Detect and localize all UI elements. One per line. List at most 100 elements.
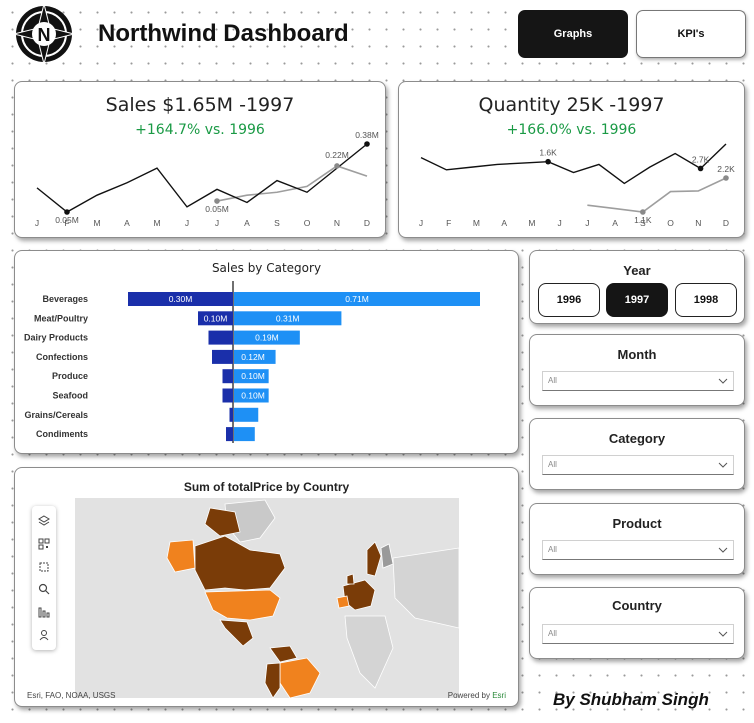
data-point-marker — [640, 209, 646, 215]
category-label: Dairy Products — [24, 333, 88, 343]
spain-region — [337, 596, 349, 608]
right-bar-label: 0.31M — [276, 313, 300, 323]
chevron-down-icon — [717, 544, 729, 556]
data-point-label: 1.1K — [634, 215, 652, 225]
map-title: Sum of totalPrice by Country — [15, 480, 518, 494]
month-tick-label: A — [124, 218, 130, 228]
category-label: Grains/Cereals — [24, 410, 88, 420]
data-point-label: 2.2K — [717, 164, 735, 174]
month-tick-label: J — [558, 218, 562, 228]
powered-prefix: Powered by — [448, 691, 490, 700]
month-tick-label: D — [723, 218, 729, 228]
month-tick-label: J — [185, 218, 189, 228]
category-slicer-title: Category — [530, 431, 744, 446]
month-slicer: Month All — [529, 334, 745, 406]
data-point-label: 0.38M — [355, 130, 379, 140]
month-tick-label: O — [304, 218, 311, 228]
month-tick-label: M — [93, 218, 100, 228]
month-tick-label: J — [35, 218, 39, 228]
category-dropdown[interactable]: All — [542, 455, 734, 475]
current-year-line — [37, 144, 367, 212]
month-tick-label: A — [612, 218, 618, 228]
right-bar — [234, 427, 255, 441]
author-credit: By Shubham Singh — [553, 690, 709, 710]
svg-text:N: N — [38, 25, 51, 45]
previous-year-line — [587, 178, 726, 212]
left-bar — [223, 369, 234, 383]
category-bar-chart: Beverages 0.30M 0.71M Meat/Poultry 0.10M 0.31… — [15, 251, 520, 455]
person-icon[interactable] — [36, 627, 52, 643]
year-1998-button[interactable]: 1998 — [675, 283, 737, 317]
qr-icon[interactable] — [36, 536, 52, 552]
right-bar — [234, 408, 258, 422]
year-slicer-title: Year — [530, 263, 744, 278]
data-point-marker — [698, 166, 704, 172]
month-dropdown[interactable]: All — [542, 371, 734, 391]
data-point-marker — [364, 141, 370, 147]
category-label: Confections — [36, 352, 88, 362]
world-map[interactable] — [75, 498, 459, 698]
left-bar — [226, 427, 233, 441]
right-bar-label: 0.10M — [241, 371, 265, 381]
product-dropdown-value: All — [548, 545, 557, 554]
data-point-label: 0.22M — [325, 150, 349, 160]
map-powered-by[interactable]: Powered by Esri — [448, 691, 506, 700]
year-1996-button[interactable]: 1996 — [538, 283, 600, 317]
dashboard-title: Northwind Dashboard — [98, 20, 349, 48]
map-credit: Esri, FAO, NOAA, USGS — [27, 691, 115, 700]
category-label: Meat/Poultry — [34, 313, 88, 323]
country-slicer: Country All — [529, 587, 745, 659]
esri-link[interactable]: Esri — [492, 691, 506, 700]
bars-icon[interactable] — [36, 604, 52, 620]
country-dropdown[interactable]: All — [542, 624, 734, 644]
month-tick-label: M — [473, 218, 480, 228]
sales-by-category-card: Sales by Category Beverages 0.30M 0.71M Mea… — [14, 250, 519, 454]
country-dropdown-value: All — [548, 629, 557, 638]
month-tick-label: D — [364, 218, 370, 228]
left-bar-label: 0.30M — [169, 294, 193, 304]
month-tick-label: A — [501, 218, 507, 228]
data-point-label: 2.7K — [692, 154, 710, 164]
data-point-marker — [214, 198, 220, 204]
product-dropdown[interactable]: All — [542, 540, 734, 560]
country-slicer-title: Country — [530, 598, 744, 613]
month-tick-label: J — [585, 218, 589, 228]
country-map-card: Sum of totalPrice by Country — [14, 467, 519, 707]
right-bar-label: 0.19M — [255, 333, 279, 343]
category-dropdown-value: All — [548, 460, 557, 469]
data-point-label: 1.6K — [539, 148, 557, 158]
left-bar — [209, 331, 234, 345]
month-dropdown-value: All — [548, 376, 557, 385]
month-tick-label: O — [667, 218, 674, 228]
left-bar — [212, 350, 233, 364]
month-slicer-title: Month — [530, 347, 744, 362]
product-slicer: Product All — [529, 503, 745, 575]
month-tick-label: N — [334, 218, 340, 228]
search-icon[interactable] — [36, 581, 52, 597]
kpis-button[interactable]: KPI's — [636, 10, 746, 58]
chevron-down-icon — [717, 459, 729, 471]
sales-kpi-card: Sales $1.65M -1997 +164.7% vs. 1996 J F M A… — [14, 81, 386, 238]
left-bar — [223, 389, 234, 403]
layers-icon[interactable] — [36, 513, 52, 529]
data-point-marker — [64, 209, 70, 215]
month-tick-label: N — [695, 218, 701, 228]
current-year-line — [421, 144, 726, 183]
month-tick-label: S — [274, 218, 280, 228]
chevron-down-icon — [717, 628, 729, 640]
data-point-marker — [334, 163, 340, 169]
year-1997-button[interactable]: 1997 — [606, 283, 668, 317]
uk-region — [347, 574, 354, 584]
map-toolbar — [32, 506, 56, 650]
year-slicer: Year 1996 1997 1998 — [529, 250, 745, 324]
chevron-down-icon — [717, 375, 729, 387]
data-point-label: 0.05M — [205, 204, 229, 214]
right-bar-label: 0.10M — [241, 391, 265, 401]
data-point-label: 0.05M — [55, 215, 79, 225]
category-label: Produce — [52, 371, 88, 381]
select-rect-icon[interactable] — [36, 559, 52, 575]
right-bar-label: 0.71M — [345, 294, 369, 304]
month-tick-label: J — [215, 218, 219, 228]
month-tick-label: F — [446, 218, 451, 228]
graphs-button[interactable]: Graphs — [518, 10, 628, 58]
